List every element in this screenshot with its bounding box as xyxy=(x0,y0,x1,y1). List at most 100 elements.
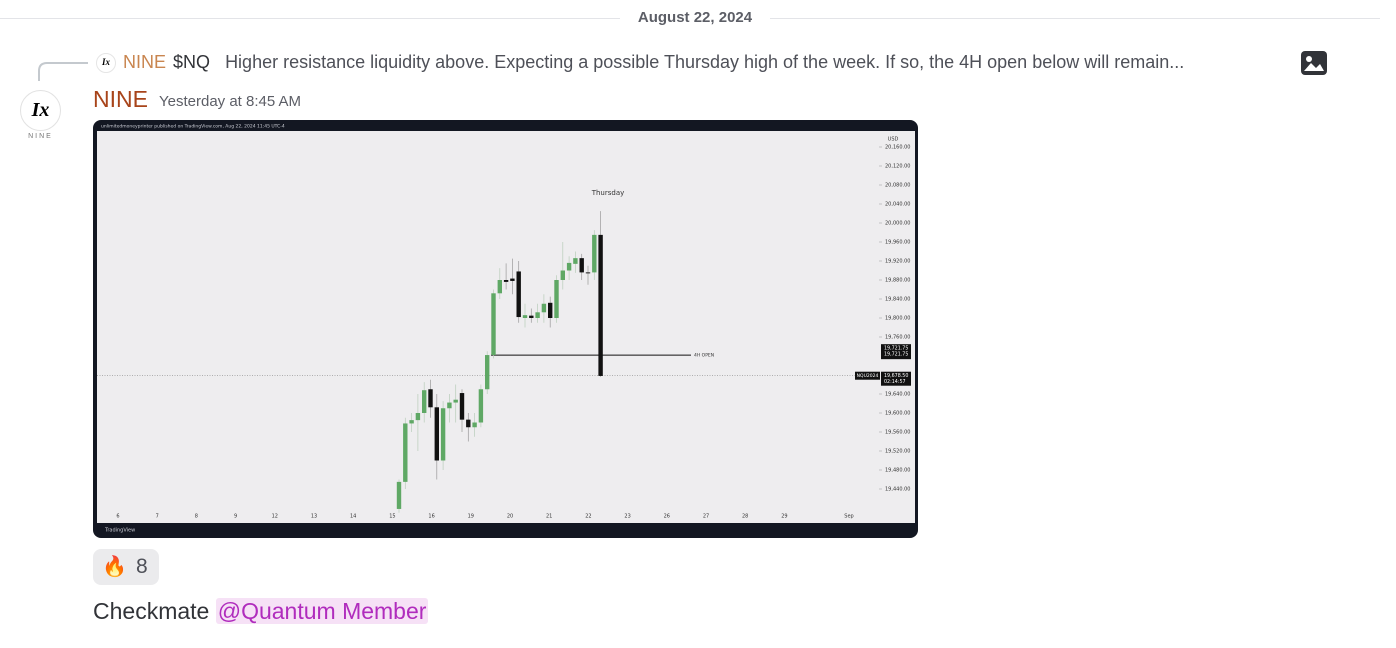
author-name[interactable]: NINE xyxy=(93,86,148,112)
candle-body xyxy=(541,303,547,313)
candle-body xyxy=(453,399,458,403)
y-tick-label: 19,960.00 xyxy=(885,240,910,246)
open-box xyxy=(881,344,911,360)
icon-mountain xyxy=(1304,63,1324,71)
x-tick-label: 22 xyxy=(585,514,591,520)
candle-body xyxy=(434,407,439,461)
candle-body xyxy=(485,355,490,390)
avatar-caption: NINE xyxy=(28,133,53,140)
price-label: 19,678.50 xyxy=(884,373,908,379)
reaction[interactable]: 🔥 8 xyxy=(93,549,159,585)
candle-body xyxy=(440,408,446,461)
candle-body xyxy=(422,390,427,413)
divider-line xyxy=(0,18,620,19)
candle-body xyxy=(403,423,408,482)
candle-body xyxy=(529,315,534,318)
candle-body xyxy=(522,315,528,318)
y-tick-label: 19,800.00 xyxy=(885,316,910,322)
chart-image[interactable]: unlimitedmoneyprinter published on Tradi… xyxy=(93,120,918,538)
mention[interactable]: @Quantum Member xyxy=(215,598,429,624)
candle-body xyxy=(535,312,540,318)
candle-body xyxy=(478,389,484,423)
x-tick-label: 19 xyxy=(468,514,474,520)
avatar[interactable]: Ix xyxy=(20,90,61,131)
x-tick-label: 6 xyxy=(116,514,119,520)
candle-body xyxy=(466,419,471,428)
candle-body xyxy=(415,413,421,421)
y-tick-label: 19,440.00 xyxy=(885,487,910,493)
x-tick-label: 15 xyxy=(389,514,395,520)
candle-body xyxy=(459,393,465,420)
y-tick-label: 20,080.00 xyxy=(885,183,910,189)
candle-body xyxy=(497,280,502,294)
price-box xyxy=(881,371,911,386)
y-tick-label: 19,760.00 xyxy=(885,335,910,341)
x-tick-label: 14 xyxy=(350,514,356,520)
x-tick-label: 9 xyxy=(234,514,237,520)
candle-body xyxy=(472,422,477,428)
x-tick-label: 26 xyxy=(664,514,670,520)
x-tick-label: 27 xyxy=(703,514,709,520)
x-tick-label: 21 xyxy=(546,514,552,520)
candle-body xyxy=(409,420,414,424)
x-tick-label: 7 xyxy=(156,514,159,520)
x-tick-label: 16 xyxy=(428,514,434,520)
reply-preview[interactable]: NINE $NQ Higher resistance liquidity abo… xyxy=(123,51,1184,73)
reply-ticker: $NQ xyxy=(173,52,211,72)
candle-body xyxy=(516,271,521,318)
plot-background xyxy=(97,131,915,523)
reply-text: Higher resistance liquidity above. Expec… xyxy=(225,52,1185,72)
message-body: Checkmate @Quantum Member xyxy=(93,597,429,625)
reply-connector-path xyxy=(38,62,88,81)
reaction-count: 8 xyxy=(136,555,148,578)
y-tick-label: 20,120.00 xyxy=(885,164,910,170)
candle-body xyxy=(503,280,509,282)
reaction-emoji: 🔥 xyxy=(102,556,127,578)
y-tick-label: 19,480.00 xyxy=(885,468,910,474)
candle-body xyxy=(579,258,584,273)
y-tick-label: 19,840.00 xyxy=(885,297,910,303)
y-tick-label: 19,640.00 xyxy=(885,392,910,398)
candle-body xyxy=(560,270,565,280)
open-line-text: 4H OPEN xyxy=(694,353,714,359)
icon-frame xyxy=(1301,51,1327,75)
open-label: 19,721.75 xyxy=(884,346,908,352)
reply-avatar[interactable]: Ix xyxy=(96,53,116,73)
candle-body xyxy=(566,262,572,271)
x-tick-label: 12 xyxy=(272,514,278,520)
date-divider: August 22, 2024 xyxy=(637,9,753,26)
icon-sun xyxy=(1306,56,1312,62)
x-tick-label: 20 xyxy=(507,514,513,520)
y-tick-label: 19,880.00 xyxy=(885,278,910,284)
annotation: Thursday xyxy=(591,189,625,197)
x-tick-label: 8 xyxy=(195,514,198,520)
candle-body xyxy=(554,280,559,318)
image-icon xyxy=(1301,51,1327,75)
candle-body xyxy=(548,302,553,318)
y-tick-label: 20,000.00 xyxy=(885,221,910,227)
avatar-logo: Ix xyxy=(101,57,110,67)
candle-body xyxy=(396,481,402,509)
candle-body xyxy=(598,234,603,376)
candle-body xyxy=(447,402,452,409)
candle-body xyxy=(573,258,578,264)
chart-footer: TradingView xyxy=(104,528,135,534)
symbol-box xyxy=(855,371,880,380)
message-text: Checkmate xyxy=(93,598,210,624)
timestamp: Yesterday at 8:45 AM xyxy=(159,93,302,110)
candle-body xyxy=(585,272,591,274)
x-tick-label: Sep xyxy=(844,514,853,520)
candle-body xyxy=(510,278,515,281)
y-tick-label: 20,040.00 xyxy=(885,202,910,208)
candle-body xyxy=(592,234,597,273)
x-tick-label: 13 xyxy=(311,514,317,520)
currency: USD xyxy=(888,137,899,143)
candle-body xyxy=(491,293,496,356)
reply-author[interactable]: NINE xyxy=(123,52,167,72)
open-label: 19,721.75 xyxy=(884,352,908,358)
avatar-logo: Ix xyxy=(31,99,50,121)
x-tick-label: 28 xyxy=(742,514,748,520)
y-tick-label: 19,920.00 xyxy=(885,259,910,265)
reply-connector xyxy=(38,62,88,81)
